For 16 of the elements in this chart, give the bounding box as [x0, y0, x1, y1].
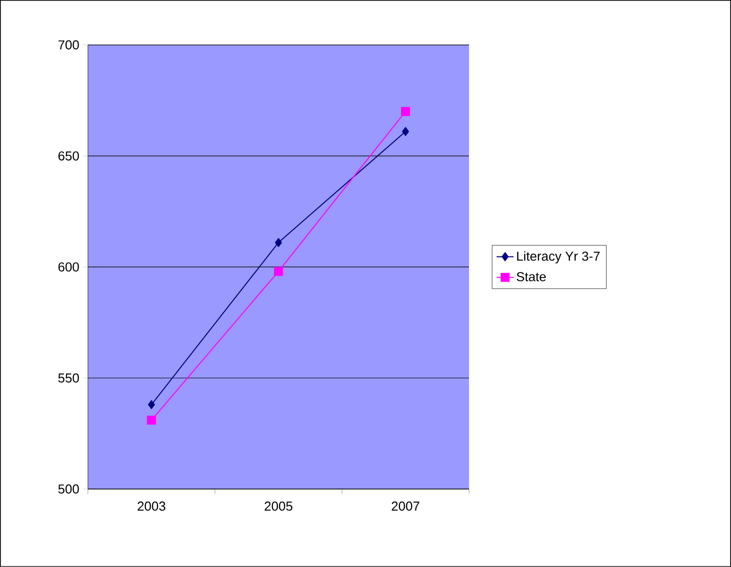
- y-tick-label: 550: [58, 373, 79, 383]
- y-tick-label: 600: [58, 262, 79, 272]
- point: [401, 107, 410, 116]
- x-tick-label: 2003: [138, 502, 166, 511]
- x-tick-label: 2005: [264, 502, 292, 511]
- point: [274, 266, 283, 276]
- y-tick-label: 700: [58, 40, 79, 50]
- legend-label: State: [516, 272, 546, 282]
- point: [148, 400, 155, 410]
- point: [146, 416, 156, 425]
- y-tick-label: 500: [58, 484, 79, 494]
- legend-label: Literacy Yr 3-7: [517, 251, 600, 264]
- x-tick-label: 2007: [392, 502, 420, 511]
- y-tick-label: 650: [58, 151, 79, 161]
- point: [274, 238, 282, 248]
- point: [402, 127, 410, 136]
